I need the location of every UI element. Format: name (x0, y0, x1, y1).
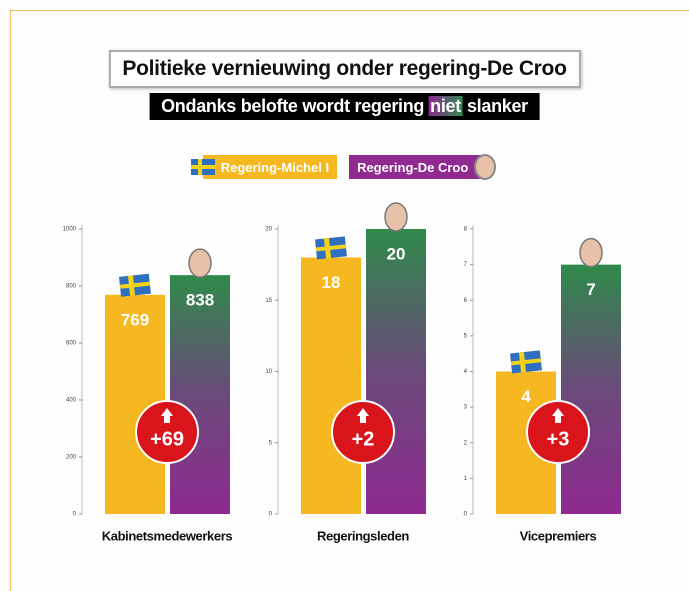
face-icon (189, 249, 211, 277)
y-tick-label: 0 (464, 512, 468, 518)
x-axis-label: Kabinetsmedewerkers (102, 528, 233, 543)
face-icon (580, 239, 602, 267)
y-tick-label: 800 (66, 284, 77, 290)
x-axis-label: Vicepremiers (520, 528, 597, 543)
y-tick-label: 400 (66, 398, 77, 404)
y-tick-label: 4 (464, 369, 468, 375)
y-tick-label: 1000 (63, 227, 77, 233)
y-tick-label: 2 (464, 440, 468, 446)
y-tick-label: 200 (66, 455, 77, 461)
bar (366, 229, 426, 514)
x-axis-label: Regeringsleden (317, 528, 409, 543)
y-tick-label: 0 (73, 512, 77, 518)
value-label: 769 (121, 310, 149, 329)
y-tick-label: 15 (265, 298, 272, 304)
flag-icon (510, 350, 542, 373)
annotation: +69 (150, 428, 184, 450)
y-tick-label: 8 (464, 227, 468, 233)
y-tick-label: 5 (269, 440, 273, 446)
chart: 02004006008001000769838+69Kabinetsmedewe… (0, 0, 689, 591)
bar (561, 265, 621, 514)
y-tick-label: 7 (464, 262, 468, 268)
page: Politieke vernieuwing onder regering-De … (0, 0, 689, 591)
y-tick-label: 6 (464, 298, 468, 304)
annotation: +3 (547, 428, 570, 450)
y-tick-label: 10 (265, 369, 272, 375)
y-tick-label: 0 (269, 512, 273, 518)
value-label: 20 (387, 244, 406, 263)
flag-icon (315, 236, 347, 259)
y-tick-label: 5 (464, 333, 468, 339)
annotation: +2 (352, 428, 375, 450)
face-icon (385, 203, 407, 231)
y-tick-label: 3 (464, 405, 468, 411)
value-label: 4 (521, 387, 531, 406)
value-label: 18 (322, 273, 341, 292)
value-label: 838 (186, 291, 214, 310)
y-tick-label: 1 (464, 476, 468, 482)
y-tick-label: 600 (66, 341, 77, 347)
value-label: 7 (586, 280, 595, 299)
bar (301, 258, 361, 515)
bar (170, 275, 230, 514)
flag-icon (119, 274, 151, 297)
y-tick-label: 20 (265, 227, 272, 233)
